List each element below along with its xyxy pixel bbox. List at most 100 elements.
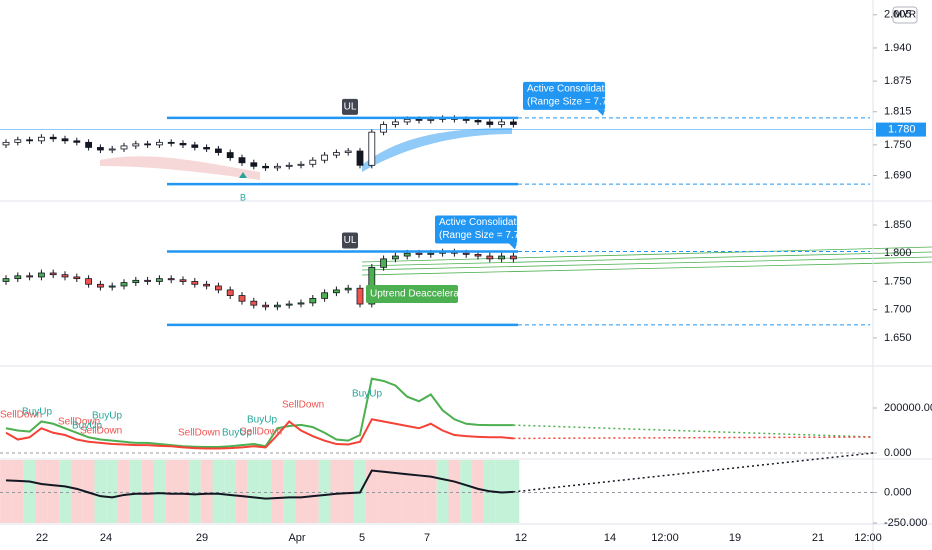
- candle-body: [155, 278, 163, 282]
- signal-label: BuyUp: [247, 415, 277, 426]
- x-tick-label: 24: [100, 532, 112, 544]
- candle-body: [144, 143, 152, 146]
- last-price-label: 1.780: [888, 123, 916, 135]
- signal-label: BuyUp: [352, 389, 382, 400]
- y-tick-label: 2.005: [884, 9, 912, 21]
- regime-band: [295, 460, 307, 523]
- candle-body: [321, 154, 329, 161]
- candle-body: [486, 255, 494, 260]
- projection: [513, 452, 874, 493]
- candle-body: [155, 141, 163, 146]
- regime-band: [436, 460, 449, 523]
- regime-band: [342, 460, 355, 523]
- regime-band: [424, 460, 437, 523]
- last-price-box: [876, 122, 926, 137]
- candle-body: [498, 255, 506, 260]
- bear-ribbon: [100, 156, 260, 180]
- candle-body: [179, 142, 187, 146]
- candle-body: [226, 289, 234, 296]
- marker-label: UL: [344, 235, 357, 246]
- candle-body: [368, 131, 376, 166]
- bull-ribbon: [362, 128, 512, 172]
- y-tick-label: 1.875: [884, 75, 912, 87]
- x-tick-label: 19: [729, 532, 741, 544]
- series-line: [5, 377, 514, 448]
- regime-band: [389, 460, 402, 523]
- regime-band: [247, 460, 260, 523]
- regime-band: [413, 460, 425, 523]
- y-tick-label: 1.800: [884, 247, 912, 259]
- candle-body: [108, 148, 116, 151]
- regime-band: [283, 460, 296, 523]
- candle-body: [26, 139, 34, 142]
- candle-body: [262, 165, 270, 169]
- candle-body: [238, 157, 246, 164]
- y-tick-label: 1.750: [884, 275, 912, 287]
- x-tick-label: 7: [424, 532, 430, 544]
- candle-body: [38, 272, 45, 278]
- regime-band: [94, 460, 107, 523]
- series-line: [5, 418, 514, 450]
- x-tick-label: 12:00: [854, 532, 882, 544]
- trend-box: [366, 285, 458, 303]
- candle-body: [2, 141, 10, 146]
- regime-band: [106, 460, 119, 523]
- trend-channel: [361, 246, 932, 276]
- candle-body: [297, 163, 305, 166]
- candle-body: [167, 278, 175, 281]
- candle-body: [2, 278, 10, 282]
- signal-label: BuyUp: [222, 428, 252, 439]
- candle-body: [321, 292, 329, 299]
- x-tick-label: 12:00: [651, 532, 679, 544]
- candle-body: [356, 150, 364, 166]
- regime-band: [153, 460, 166, 523]
- candle-body: [415, 118, 423, 121]
- regime-band: [224, 460, 237, 523]
- regime-band: [212, 460, 225, 523]
- candle-body: [309, 159, 317, 165]
- candle-body: [486, 121, 494, 125]
- regime-band: [23, 460, 36, 523]
- regime-band: [460, 460, 473, 523]
- candle-body: [144, 279, 152, 282]
- candle-body: [332, 289, 340, 294]
- regime-band: [0, 460, 12, 523]
- callout-box: [523, 81, 605, 110]
- regime-band: [236, 460, 248, 523]
- candle-body: [285, 303, 293, 306]
- series-line: [5, 469, 514, 500]
- regime-band: [472, 460, 484, 523]
- candle-body: [380, 124, 388, 133]
- callout-text: Active Consolidation: [439, 217, 530, 228]
- candle-body: [344, 287, 352, 291]
- candle-body: [38, 136, 45, 142]
- x-tick-label: 22: [36, 532, 48, 544]
- candle-body: [273, 165, 281, 169]
- candle-body: [403, 252, 411, 257]
- candle-body: [97, 147, 104, 151]
- candle-body: [61, 274, 69, 278]
- callout-text: Active Consolidation: [527, 83, 618, 94]
- regime-band: [129, 460, 142, 523]
- currency-badge[interactable]: [892, 6, 918, 24]
- currency: MYR: [894, 10, 916, 21]
- candle-body: [191, 281, 199, 285]
- signal-label: SellDown: [80, 426, 122, 437]
- candle-body: [120, 145, 128, 150]
- y-tick-label: 1.940: [884, 42, 912, 54]
- candle-body: [474, 253, 482, 257]
- x-tick-label: 14: [604, 532, 616, 544]
- marker-label: UL: [344, 101, 357, 112]
- trend-label: Uptrend Deaccelerating: [370, 289, 475, 300]
- candle-body: [14, 139, 22, 143]
- candle-body: [309, 297, 317, 304]
- candle-body: [214, 285, 222, 291]
- candle-body: [97, 283, 104, 288]
- candle-body: [73, 140, 81, 143]
- candle-body: [214, 148, 222, 153]
- regime-band: [177, 460, 189, 523]
- regime-band: [306, 460, 319, 523]
- candle-body: [250, 300, 258, 306]
- signal-label: BuyUp: [92, 411, 122, 422]
- regime-band: [11, 460, 24, 523]
